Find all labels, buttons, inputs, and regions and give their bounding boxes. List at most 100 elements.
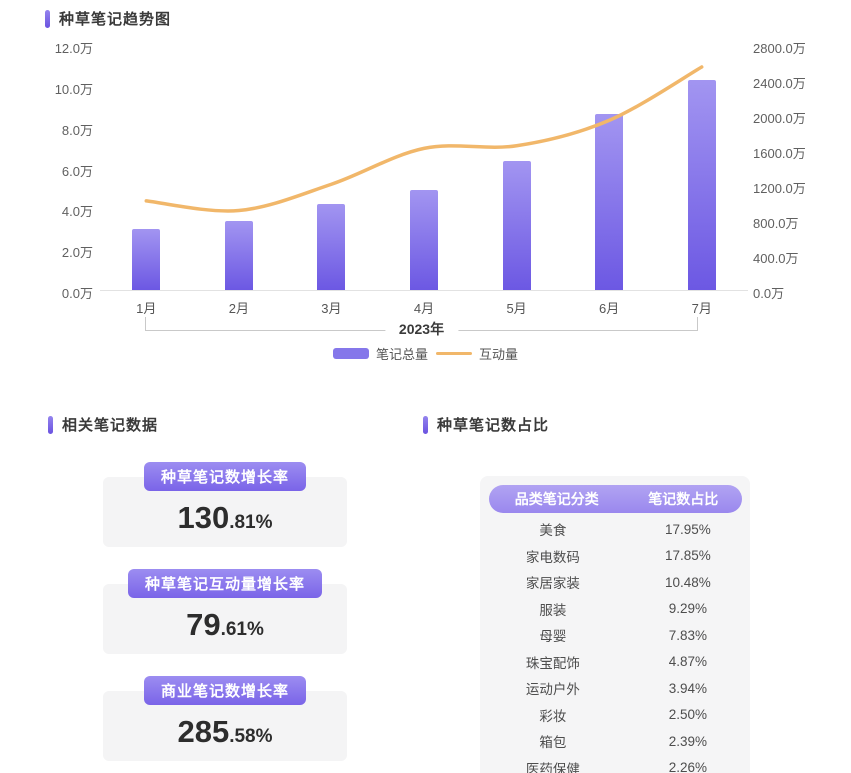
y-axis-left-tick: 8.0万 (61, 122, 93, 138)
table-row: 母婴 7.83% (480, 622, 750, 649)
legend-item-notes[interactable]: 笔记总量 (332, 344, 428, 363)
category-table-card: 品类笔记分类 笔记数占比 美食 17.95% 家电数码 17.85% 家居家装 10.48… (480, 476, 750, 773)
y-axis-left-tick: 12.0万 (54, 41, 93, 56)
stat-card-badge: 商业笔记数增长率 (143, 676, 306, 705)
share-cell: 2.50% (668, 707, 708, 723)
trend-chart-heading: 种草笔记趋势图 (45, 8, 171, 29)
stat-value-sub: .81% (229, 512, 273, 533)
stat-card: 商业笔记数增长率 285.58% (103, 676, 347, 761)
bar-5月 (502, 161, 531, 290)
heading-accent-bar (423, 415, 428, 434)
share-cell: 17.85% (664, 548, 711, 564)
share-cell: 7.83% (668, 627, 708, 643)
x-label-6月: 6月 (599, 301, 620, 316)
bar-2月 (224, 220, 253, 290)
x-label-4月: 4月 (413, 301, 435, 316)
stat-value-main: 285 (177, 714, 230, 749)
table-row: 家电数码 17.85% (480, 543, 750, 570)
heading-accent-bar (45, 9, 50, 28)
x-label-2月: 2月 (228, 301, 249, 316)
table-row: 美食 17.95% (480, 516, 750, 543)
x-label-1月: 1月 (136, 301, 157, 316)
table-row: 服装 9.29% (480, 596, 750, 623)
table-row: 家居家装 10.48% (480, 569, 750, 596)
stat-value: 79.61% (186, 607, 264, 643)
share-cell: 2.26% (668, 760, 708, 773)
category-cell: 家居家装 (525, 576, 580, 592)
share-cell: 10.48% (664, 574, 711, 590)
bar-3月 (317, 204, 346, 290)
category-cell: 箱包 (539, 735, 567, 751)
table-body: 美食 17.95% 家电数码 17.85% 家居家装 10.48% 服装 9.29% 母婴 7.8… (480, 513, 750, 773)
bar-4月 (410, 189, 438, 290)
share-heading: 种草笔记数占比 (423, 414, 803, 435)
share-section: 种草笔记数占比 品类笔记分类 笔记数占比 美食 17.95% 家电数码 17.85% 家… (423, 414, 803, 773)
trend-chart-title: 种草笔记趋势图 (59, 11, 172, 28)
table-row: 运动户外 3.94% (480, 675, 750, 702)
category-cell: 母婴 (539, 629, 567, 645)
stat-value: 130.81% (177, 500, 272, 536)
legend-label: 互动量 (479, 347, 519, 362)
stat-value: 285.58% (177, 714, 272, 750)
y-axis-right-tick: 800.0万 (753, 216, 799, 231)
line-series (144, 65, 704, 213)
line-swatch-icon (436, 352, 472, 355)
share-cell: 2.39% (668, 733, 708, 749)
table-row: 箱包 2.39% (480, 728, 750, 755)
share-cell: 9.29% (668, 601, 708, 617)
plot-area (100, 46, 748, 291)
x-label-5月: 5月 (506, 301, 527, 316)
legend-item-interactions[interactable]: 互动量 (436, 344, 518, 363)
x-label-3月: 3月 (321, 301, 342, 316)
table-row: 珠宝配饰 4.87% (480, 649, 750, 676)
category-cell: 彩妆 (539, 708, 567, 724)
y-axis-right-tick: 2400.0万 (753, 76, 806, 91)
category-cell: 运动户外 (525, 682, 580, 698)
stat-value-sub: .61% (220, 619, 264, 640)
trend-chart-section: 种草笔记趋势图 12.0万 10.0万 8.0万 6.0万 4.0万 2.0万 0.0万 2… (0, 8, 851, 363)
table-row: 医药保健 2.26% (480, 755, 750, 773)
y-axis-right-tick: 400.0万 (753, 251, 799, 266)
chart-legend: 笔记总量 互动量 (0, 344, 851, 363)
y-axis-left-tick: 0.0万 (61, 286, 93, 301)
stat-card-badge: 种草笔记数增长率 (143, 462, 306, 491)
share-title: 种草笔记数占比 (437, 417, 550, 434)
stat-value-main: 130 (177, 500, 230, 535)
y-axis-left-tick: 4.0万 (61, 204, 93, 220)
stat-value-main: 79 (186, 607, 221, 642)
y-axis-left-tick: 6.0万 (61, 163, 93, 179)
y-axis-right-tick: 1600.0万 (753, 146, 806, 161)
category-cell: 家电数码 (525, 549, 580, 565)
table-header: 品类笔记分类 笔记数占比 (488, 485, 742, 513)
share-cell: 4.87% (668, 654, 708, 670)
year-label: 2023年 (384, 319, 459, 339)
stat-card-list: 种草笔记数增长率 130.81% 种草笔记互动量增长率 79.61% 商业笔记数增长率 2… (103, 462, 347, 761)
share-cell: 17.95% (664, 521, 711, 537)
y-axis-left-tick: 2.0万 (61, 245, 93, 261)
stats-heading: 相关笔记数据 (48, 414, 408, 435)
category-cell: 医药保健 (525, 761, 580, 773)
x-label-7月: 7月 (691, 301, 712, 316)
bar-swatch-icon (332, 348, 369, 359)
y-axis-right-tick: 1200.0万 (753, 181, 806, 196)
category-cell: 珠宝配饰 (525, 655, 580, 671)
trend-line (144, 65, 704, 213)
legend-label: 笔记总量 (375, 347, 428, 362)
bar-1月 (132, 228, 161, 290)
year-bracket: 2023年 (145, 317, 698, 339)
share-cell: 3.94% (668, 680, 708, 696)
bar-6月 (595, 114, 624, 290)
stat-card-badge: 种草笔记互动量增长率 (127, 569, 322, 598)
stats-title: 相关笔记数据 (62, 417, 159, 434)
category-cell: 服装 (539, 602, 567, 618)
table-header-share: 笔记数占比 (648, 491, 719, 507)
stat-card: 种草笔记互动量增长率 79.61% (103, 569, 347, 654)
stat-value-sub: .58% (229, 726, 273, 747)
table-header-category: 品类笔记分类 (514, 491, 599, 507)
y-axis-right-tick: 2000.0万 (753, 111, 806, 126)
stat-card: 种草笔记数增长率 130.81% (103, 462, 347, 547)
y-axis-right-tick: 2800.0万 (753, 41, 806, 56)
bar-7月 (687, 79, 716, 290)
stats-section: 相关笔记数据 种草笔记数增长率 130.81% 种草笔记互动量增长率 79.61% 商业… (48, 414, 408, 773)
